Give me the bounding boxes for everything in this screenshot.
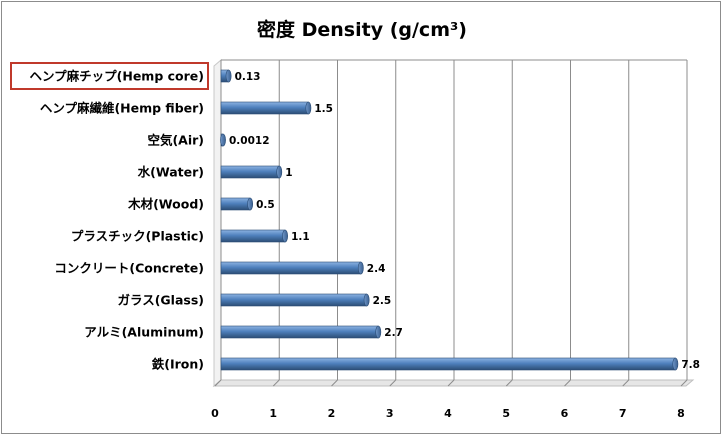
value-label: 2.4 (367, 263, 386, 275)
bar (220, 293, 370, 307)
highlight-box (10, 62, 209, 90)
bar-cap (357, 261, 364, 275)
value-label: 1.1 (291, 231, 310, 243)
category-label: 空気(Air) (147, 133, 204, 148)
grid-floor-line (214, 379, 222, 387)
bar (220, 325, 382, 339)
x-tick-label: 3 (386, 407, 394, 420)
bar (220, 101, 312, 115)
category-label: コンクリート(Concrete) (54, 261, 204, 276)
x-tick-label: 2 (328, 407, 336, 420)
category-label: ヘンプ麻チップ(Hemp core) (30, 69, 204, 84)
value-label: 2.5 (373, 295, 392, 307)
x-tick-label: 1 (269, 407, 277, 420)
bar-cap (247, 197, 254, 211)
grid-floor-line (622, 379, 630, 387)
x-tick-label: 6 (561, 407, 569, 420)
bar (220, 229, 288, 243)
bar-body (220, 197, 251, 211)
bar-cap (375, 325, 382, 339)
bar (220, 357, 679, 371)
bar (220, 165, 283, 179)
value-label: 0.5 (256, 199, 275, 211)
category-label: ガラス(Glass) (117, 293, 204, 308)
bar-cap (363, 293, 370, 307)
grid-floor-line (564, 379, 571, 387)
bars-group (220, 69, 679, 371)
bar-cap (305, 101, 312, 115)
bar-cap (672, 357, 679, 371)
value-label: 1 (285, 167, 292, 179)
x-tick-label: 4 (444, 407, 452, 420)
bar-cap (276, 165, 283, 179)
bar-body (220, 261, 362, 275)
bar-body (220, 357, 676, 371)
category-label: ヘンプ麻繊維(Hemp fiber) (40, 101, 204, 116)
value-label: 0.13 (235, 71, 261, 83)
value-labels: 0.13 1.5 0.0012 1 0.5 1.1 2.4 2.5 2.7 7.8 (229, 71, 700, 371)
x-tick-label: 7 (619, 407, 627, 420)
highlight-group (10, 62, 209, 90)
bar (220, 197, 254, 211)
grid-floor-line (505, 379, 513, 387)
bar-cap (220, 133, 226, 147)
bar-body (220, 229, 286, 243)
value-label: 2.7 (384, 327, 403, 339)
grid-floor-line (447, 379, 455, 387)
x-tick-label: 5 (502, 407, 510, 420)
category-label: 鉄(Iron) (152, 357, 204, 372)
bar-body (220, 165, 280, 179)
bar-cap (225, 69, 232, 83)
x-tick-label: 8 (677, 407, 685, 420)
bar (220, 133, 226, 147)
grid-floor-line (331, 379, 338, 387)
x-tick-label: 0 (211, 407, 219, 420)
bar-body (220, 293, 367, 307)
gridlines (214, 59, 688, 387)
category-label: アルミ(Aluminum) (84, 325, 204, 340)
bar (220, 69, 232, 83)
grid-floor-line (680, 379, 688, 387)
value-label: 7.8 (681, 359, 700, 371)
bar-body (220, 325, 379, 339)
plot-side-wall (213, 58, 222, 388)
category-label: 水(Water) (138, 165, 204, 180)
category-label: プラスチック(Plastic) (71, 229, 204, 244)
category-labels: ヘンプ麻チップ(Hemp core) ヘンプ麻繊維(Hemp fiber) 空気(A… (30, 69, 204, 372)
grid-floor-line (389, 379, 397, 387)
value-label: 1.5 (314, 103, 333, 115)
category-label: 木材(Wood) (127, 197, 204, 212)
x-axis-ticks: 0 1 2 3 4 5 6 7 8 (211, 407, 685, 420)
bar (220, 261, 364, 275)
bar-body (220, 101, 309, 115)
value-label: 0.0012 (229, 135, 270, 147)
chart-title: 密度 Density (g/cm³) (257, 18, 467, 41)
bar-cap (282, 229, 288, 243)
grid-floor-line (272, 379, 280, 387)
